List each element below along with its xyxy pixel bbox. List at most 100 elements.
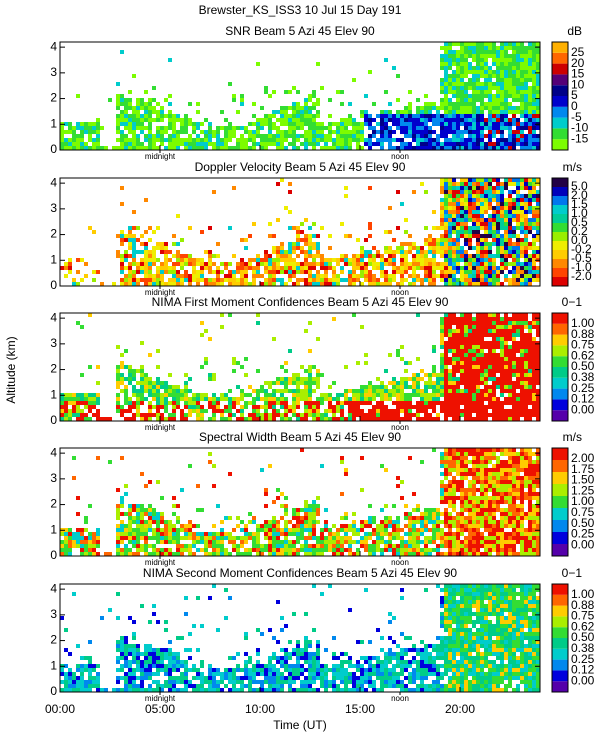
field-cell — [452, 70, 456, 74]
field-cell — [196, 508, 200, 512]
field-cell — [496, 409, 500, 413]
field-cell — [140, 369, 144, 373]
field-cell — [168, 401, 172, 405]
field-cell — [532, 134, 536, 138]
field-cell — [512, 254, 516, 258]
field-cell — [520, 397, 524, 401]
field-cell — [220, 126, 224, 130]
field-cell — [136, 134, 140, 138]
field-cell — [300, 250, 304, 254]
field-cell — [404, 258, 408, 262]
field-cell — [440, 146, 444, 150]
field-cell — [152, 230, 156, 234]
field-cell — [124, 118, 128, 122]
field-cell — [80, 413, 84, 417]
field-cell — [164, 250, 168, 254]
field-cell — [512, 146, 516, 150]
field-cell — [504, 206, 508, 210]
field-cell — [456, 413, 460, 417]
field-cell — [380, 266, 384, 270]
field-cell — [400, 389, 404, 393]
field-cell — [60, 409, 64, 413]
field-cell — [476, 345, 480, 349]
field-cell — [444, 246, 448, 250]
field-cell — [528, 226, 532, 230]
field-cell — [412, 118, 416, 122]
field-cell — [432, 146, 436, 150]
field-cell — [524, 377, 528, 381]
field-cell — [512, 202, 516, 206]
field-cell — [260, 282, 264, 286]
field-cell — [300, 238, 304, 242]
field-cell — [484, 365, 488, 369]
field-cell — [216, 254, 220, 258]
field-cell — [516, 413, 520, 417]
field-cell — [488, 214, 492, 218]
field-cell — [248, 258, 252, 262]
field-cell — [216, 544, 220, 548]
field-cell — [60, 401, 64, 405]
field-cell — [288, 409, 292, 413]
field-cell — [492, 210, 496, 214]
field-cell — [360, 122, 364, 126]
field-cell — [108, 98, 112, 102]
field-cell — [496, 353, 500, 357]
field-cell — [416, 313, 420, 317]
field-cell — [164, 381, 168, 385]
field-cell — [400, 496, 404, 500]
field-cell — [432, 254, 436, 258]
field-cell — [488, 278, 492, 282]
field-cell — [416, 413, 420, 417]
field-cell — [240, 146, 244, 150]
field-cell — [496, 417, 500, 421]
field-cell — [464, 385, 468, 389]
field-cell — [532, 401, 536, 405]
field-cell — [440, 122, 444, 126]
field-cell — [500, 254, 504, 258]
field-cell — [528, 206, 532, 210]
field-cell — [524, 182, 528, 186]
field-cell — [68, 548, 72, 552]
field-cell — [524, 238, 528, 242]
field-cell — [120, 114, 124, 118]
field-cell — [140, 532, 144, 536]
field-cell — [500, 413, 504, 417]
field-cell — [208, 401, 212, 405]
field-cell — [480, 58, 484, 62]
field-cell — [404, 540, 408, 544]
field-cell — [452, 417, 456, 421]
field-cell — [448, 78, 452, 82]
field-cell — [492, 86, 496, 90]
field-cell — [188, 134, 192, 138]
field-cell — [456, 138, 460, 142]
field-cell — [512, 349, 516, 353]
field-cell — [128, 114, 132, 118]
field-cell — [408, 401, 412, 405]
field-cell — [160, 401, 164, 405]
field-cell — [380, 409, 384, 413]
field-cell — [300, 520, 304, 524]
field-cell — [116, 234, 120, 238]
field-cell — [452, 86, 456, 90]
field-cell — [508, 122, 512, 126]
field-cell — [324, 409, 328, 413]
panel-title: SNR Beam 5 Azi 45 Elev 90 — [225, 24, 375, 38]
field-cell — [480, 66, 484, 70]
field-cell — [344, 254, 348, 258]
field-cell — [248, 234, 252, 238]
field-cell — [300, 126, 304, 130]
field-cell — [288, 389, 292, 393]
field-cell — [332, 548, 336, 552]
field-cell — [240, 552, 244, 556]
field-cell — [400, 266, 404, 270]
field-cell — [512, 369, 516, 373]
field-cell — [524, 118, 528, 122]
field-cell — [400, 405, 404, 409]
field-cell — [200, 122, 204, 126]
field-cell — [84, 401, 88, 405]
field-cell — [320, 464, 324, 468]
field-cell — [292, 540, 296, 544]
field-cell — [144, 146, 148, 150]
field-cell — [200, 532, 204, 536]
field-cell — [292, 134, 296, 138]
